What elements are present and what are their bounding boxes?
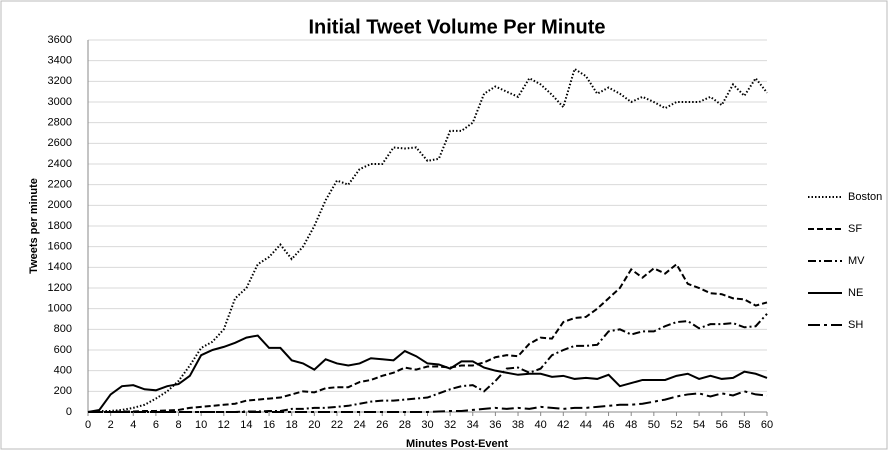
x-tick-label: 34 [467,419,479,431]
x-axis-title: Minutes Post-Event [406,438,508,450]
x-tick-label: 46 [602,419,614,431]
x-tick-label: 48 [625,419,637,431]
y-axis-title: Tweets per minute [28,178,40,274]
series-line [88,313,768,413]
x-tick-label: 40 [535,419,547,431]
y-tick-label: 3000 [48,96,72,108]
legend-label: Boston [848,191,882,203]
x-tick-label: 22 [331,419,343,431]
legend-label: MV [848,255,865,267]
x-tick-label: 24 [353,419,365,431]
x-tick-label: 10 [195,419,207,431]
chart-title: Initial Tweet Volume Per Minute [308,16,605,38]
series-line [88,390,768,413]
series-line [87,67,768,413]
x-tick-label: 52 [670,419,682,431]
y-tick-label: 1400 [48,261,72,273]
y-tick-label: 2800 [48,117,72,129]
y-tick-label: 800 [54,323,72,335]
series-line [87,334,768,413]
x-tick-label: 44 [580,419,592,431]
y-tick-label: 3200 [48,75,72,87]
y-tick-label: 1000 [48,303,72,315]
x-tick-label: 60 [761,419,773,431]
x-tick-label: 36 [489,419,501,431]
y-tick-label: 2200 [48,179,72,191]
x-tick-label: 18 [286,419,298,431]
y-tick-label: 1800 [48,220,72,232]
legend-label: SF [848,223,862,235]
y-tick-label: 3600 [48,34,72,46]
x-tick-label: 6 [153,419,159,431]
x-tick-label: 42 [557,419,569,431]
y-tick-label: 2000 [48,199,72,211]
legend-label: SH [848,319,863,331]
y-tick-label: 1600 [48,241,72,253]
x-tick-label: 20 [308,419,320,431]
x-tick-label: 26 [376,419,388,431]
x-tick-label: 12 [218,419,230,431]
x-tick-label: 4 [130,419,136,431]
y-tick-label: 0 [66,406,72,418]
x-tick-label: 0 [85,419,91,431]
x-tick-label: 32 [444,419,456,431]
y-tick-label: 2400 [48,158,72,170]
x-tick-label: 58 [738,419,750,431]
legend-label: NE [848,287,863,299]
y-tick-label: 200 [54,385,72,397]
x-tick-label: 16 [263,419,275,431]
y-tick-label: 3400 [48,55,72,67]
y-tick-label: 1200 [48,282,72,294]
series-line [88,262,768,413]
x-tick-label: 50 [648,419,660,431]
y-tick-label: 2600 [48,137,72,149]
y-tick-label: 400 [54,365,72,377]
y-tick-label: 600 [54,344,72,356]
x-tick-label: 2 [108,419,114,431]
x-tick-label: 30 [421,419,433,431]
x-tick-label: 8 [175,419,181,431]
x-tick-label: 38 [512,419,524,431]
x-tick-label: 28 [399,419,411,431]
x-tick-label: 56 [716,419,728,431]
x-tick-label: 14 [240,419,252,431]
x-tick-label: 54 [693,419,705,431]
